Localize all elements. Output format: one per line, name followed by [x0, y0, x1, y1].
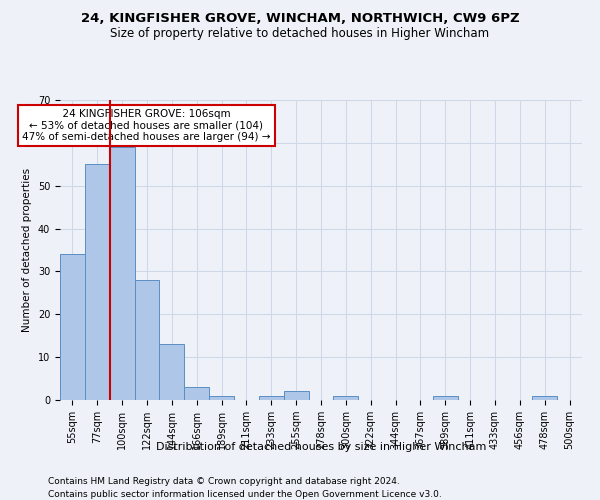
Bar [532, 396, 557, 400]
Bar [184, 387, 209, 400]
Text: Distribution of detached houses by size in Higher Wincham: Distribution of detached houses by size … [156, 442, 486, 452]
Bar [134, 280, 160, 400]
Bar [160, 344, 184, 400]
Bar [433, 396, 458, 400]
Text: 24, KINGFISHER GROVE, WINCHAM, NORTHWICH, CW9 6PZ: 24, KINGFISHER GROVE, WINCHAM, NORTHWICH… [80, 12, 520, 26]
Bar [334, 396, 358, 400]
Text: Contains public sector information licensed under the Open Government Licence v3: Contains public sector information licen… [48, 490, 442, 499]
Text: 24 KINGFISHER GROVE: 106sqm  
← 53% of detached houses are smaller (104)
47% of : 24 KINGFISHER GROVE: 106sqm ← 53% of det… [22, 109, 271, 142]
Bar [110, 147, 134, 400]
Bar [85, 164, 110, 400]
Bar [259, 396, 284, 400]
Text: Contains HM Land Registry data © Crown copyright and database right 2024.: Contains HM Land Registry data © Crown c… [48, 478, 400, 486]
Bar [209, 396, 234, 400]
Bar [60, 254, 85, 400]
Text: Size of property relative to detached houses in Higher Wincham: Size of property relative to detached ho… [110, 28, 490, 40]
Bar [284, 392, 308, 400]
Y-axis label: Number of detached properties: Number of detached properties [22, 168, 32, 332]
